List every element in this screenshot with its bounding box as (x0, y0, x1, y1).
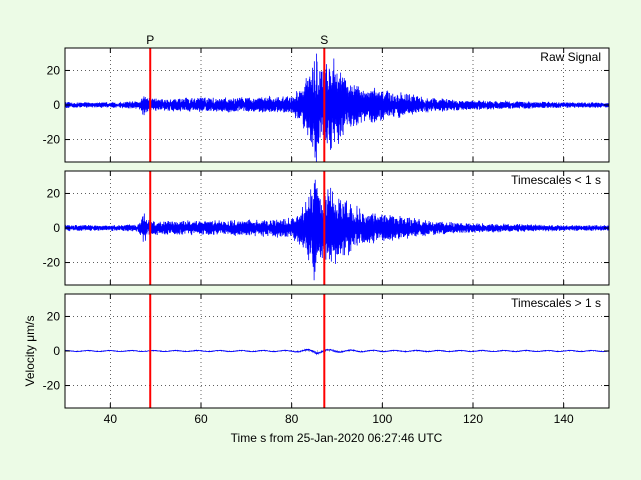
x-tick-label: 80 (285, 412, 299, 426)
y-tick-label: -20 (43, 256, 61, 270)
panels: P S -20 0 20 Raw Signal -20 0 20 Timescales < 1 s… (43, 33, 610, 426)
y-axis-label: Velocity μm/s (23, 316, 37, 387)
signal-trace (65, 179, 609, 281)
panel-title: Raw Signal (540, 50, 601, 64)
x-tick-label: 120 (463, 412, 483, 426)
y-tick-label: 0 (53, 344, 60, 358)
phase-marker-label: S (320, 33, 328, 47)
signal-trace (65, 53, 609, 162)
panel-title: Timescales > 1 s (511, 296, 601, 310)
panel-1: P S -20 0 20 Raw Signal (43, 33, 610, 163)
phase-marker-label: P (146, 33, 154, 47)
y-tick-label: 0 (53, 98, 60, 112)
panel-3: 40 60 80 100 120 140 -20 0 20 Timescales > 1 s (43, 293, 610, 426)
x-tick-label: 140 (554, 412, 574, 426)
x-tick-label: 100 (372, 412, 392, 426)
signal-trace (65, 348, 609, 356)
panel-title: Timescales < 1 s (511, 173, 601, 187)
y-tick-label: 0 (53, 221, 60, 235)
panel-2: -20 0 20 Timescales < 1 s (43, 170, 610, 286)
y-tick-label: 20 (47, 186, 61, 200)
y-tick-label: 20 (47, 63, 61, 77)
x-tick-label: 60 (194, 412, 208, 426)
y-tick-label: -20 (43, 379, 61, 393)
x-tick-label: 40 (104, 412, 118, 426)
y-tick-label: -20 (43, 133, 61, 147)
y-tick-label: 20 (47, 309, 61, 323)
x-axis-label: Time s from 25-Jan-2020 06:27:46 UTC (231, 431, 443, 445)
